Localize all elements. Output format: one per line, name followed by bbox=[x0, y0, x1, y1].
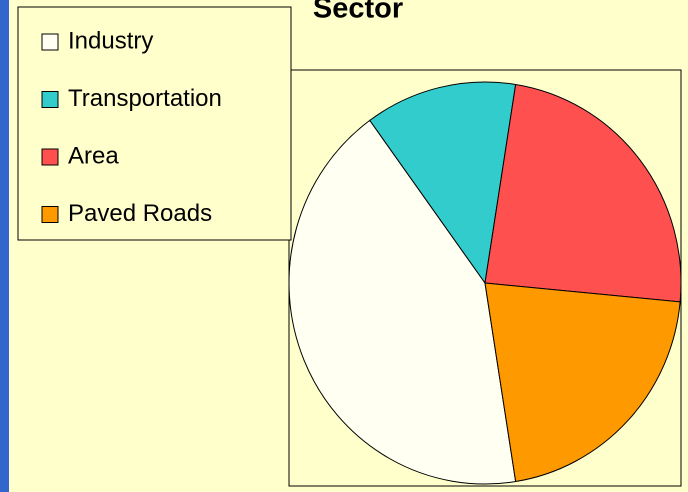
legend-swatch bbox=[41, 206, 59, 223]
legend-label: Paved Roads bbox=[68, 200, 212, 227]
pie bbox=[288, 81, 682, 485]
legend: Industry Transportation Area Paved Roads bbox=[41, 27, 222, 227]
legend-label: Industry bbox=[68, 27, 153, 54]
legend-label: Area bbox=[68, 142, 119, 169]
pie-slice bbox=[369, 81, 517, 285]
legend-swatch bbox=[41, 33, 59, 51]
legend-swatch bbox=[41, 91, 59, 108]
chart-title: Sector bbox=[313, 0, 403, 25]
pie-slice bbox=[484, 83, 682, 303]
pie-slice bbox=[484, 282, 681, 483]
pie-slice bbox=[288, 119, 517, 485]
legend-box bbox=[17, 6, 292, 241]
legend-label: Transportation bbox=[68, 85, 222, 112]
legend-swatch bbox=[41, 148, 59, 166]
left-border bbox=[0, 0, 9, 492]
